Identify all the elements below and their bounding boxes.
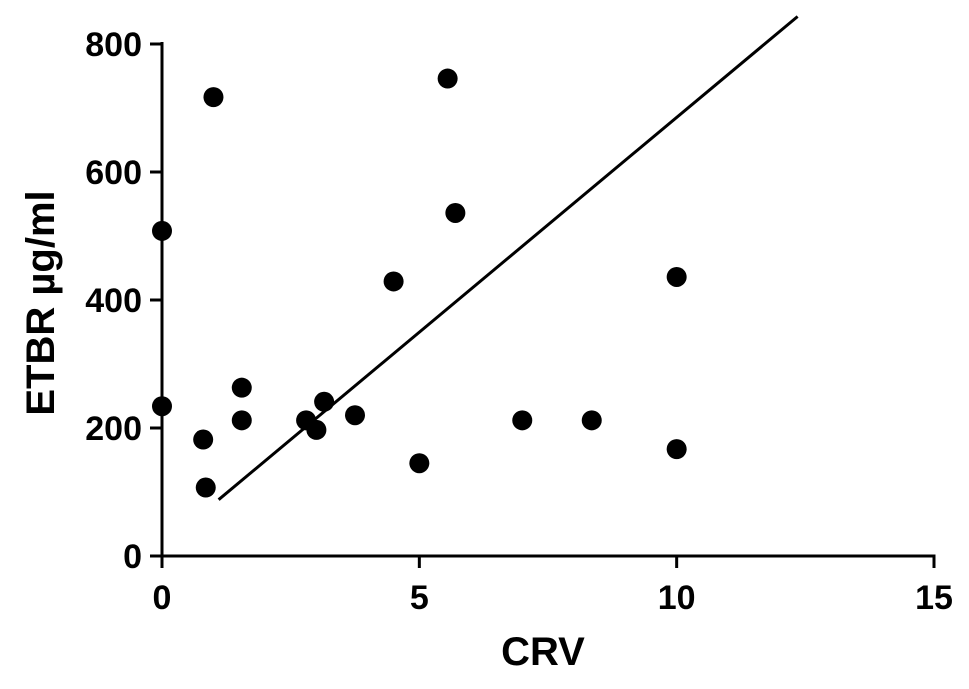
data-point (152, 396, 172, 417)
x-axis-ticks: 0 5 10 15 (153, 556, 953, 617)
data-point (152, 220, 172, 241)
data-point (314, 391, 335, 412)
data-point (445, 202, 466, 223)
y-axis-ticks: 0 200 400 600 800 (85, 26, 162, 576)
data-point (437, 68, 458, 89)
data-point (666, 266, 687, 287)
data-point (231, 377, 252, 398)
data-points (152, 68, 687, 498)
data-point (231, 410, 252, 431)
y-tick-label: 800 (85, 26, 142, 64)
y-axis-title: ETBR µg/ml (19, 190, 63, 415)
x-tick-label: 5 (410, 579, 429, 617)
x-tick-label: 0 (153, 579, 172, 617)
data-point (512, 410, 533, 431)
data-point (306, 419, 327, 440)
data-point (193, 429, 214, 450)
data-point (203, 87, 224, 108)
data-point (666, 439, 687, 460)
y-tick-label: 0 (123, 538, 142, 576)
x-axis-title: CRV (501, 630, 585, 674)
x-tick-label: 15 (915, 579, 953, 617)
data-point (195, 477, 216, 498)
y-tick-label: 600 (85, 154, 142, 192)
axes (160, 42, 936, 558)
data-point (383, 271, 404, 292)
x-tick-label: 10 (658, 579, 696, 617)
data-point (345, 405, 365, 426)
y-tick-label: 200 (85, 410, 142, 448)
data-point (409, 453, 430, 474)
data-point (581, 410, 602, 431)
y-tick-label: 400 (85, 282, 142, 320)
